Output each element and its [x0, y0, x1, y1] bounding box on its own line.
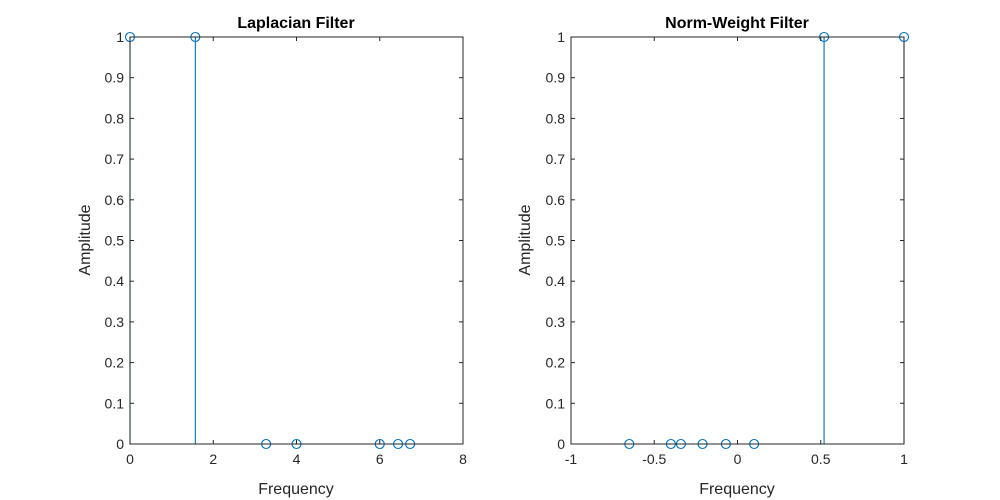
y-tick-label: 0.9 [546, 70, 566, 86]
y-tick-label: 0.4 [546, 273, 566, 289]
y-tick-label: 1 [116, 29, 124, 45]
y-tick-label: 0.1 [105, 395, 125, 411]
y-tick-label: 0.5 [546, 233, 566, 249]
x-tick-label: 0.5 [811, 451, 831, 467]
y-tick-label: 0 [116, 436, 124, 452]
y-tick-label: 0.8 [546, 110, 566, 126]
y-axis-label: Amplitude [77, 204, 94, 275]
x-tick-label: -1 [565, 451, 578, 467]
x-tick-label: 0 [126, 451, 134, 467]
chart-laplacian-filter: Laplacian Filter 0 2 4 6 8 0 0.1 0.2 0.3 0.4 0.5 0.… [77, 15, 467, 498]
tick-labels: -1 -0.5 0 0.5 1 0 0.1 0.2 0.3 0.4 0.5 0.6 0.7 0.8 0.9 1 [546, 29, 909, 467]
tick-labels: 0 2 4 6 8 0 0.1 0.2 0.3 0.4 0.5 0.6 0.7 0.8 0.9 1 [105, 29, 468, 467]
y-tick-label: 1 [557, 29, 565, 45]
x-tick-label: 4 [293, 451, 301, 467]
x-tick-label: 0 [734, 451, 742, 467]
chart-title: Laplacian Filter [237, 15, 354, 32]
x-axis-label: Frequency [699, 481, 775, 498]
tick-marks [129, 36, 464, 445]
y-tick-label: 0.2 [105, 355, 125, 371]
y-tick-label: 0.1 [546, 395, 566, 411]
y-tick-label: 0.6 [546, 192, 566, 208]
y-tick-label: 0.8 [105, 110, 125, 126]
y-tick-label: 0.7 [105, 151, 125, 167]
y-tick-label: 0.4 [105, 273, 125, 289]
y-tick-label: 0.2 [546, 355, 566, 371]
y-tick-label: 0.3 [546, 314, 566, 330]
chart-norm-weight-filter: Norm-Weight Filter -1 -0.5 0 0.5 1 0 0.1 0.2 0.3… [517, 15, 910, 498]
x-tick-label: -0.5 [642, 451, 666, 467]
tick-marks [570, 36, 905, 445]
x-tick-label: 6 [376, 451, 384, 467]
y-axis-label: Amplitude [517, 204, 534, 275]
y-tick-label: 0.7 [546, 151, 566, 167]
x-tick-label: 8 [459, 451, 467, 467]
chart-title: Norm-Weight Filter [665, 15, 809, 32]
x-tick-label: 2 [209, 451, 217, 467]
y-tick-label: 0.5 [105, 233, 125, 249]
y-tick-label: 0.3 [105, 314, 125, 330]
x-tick-label: 1 [900, 451, 908, 467]
y-tick-label: 0 [557, 436, 565, 452]
x-axis-label: Frequency [258, 481, 334, 498]
y-tick-label: 0.9 [105, 70, 125, 86]
y-tick-label: 0.6 [105, 192, 125, 208]
